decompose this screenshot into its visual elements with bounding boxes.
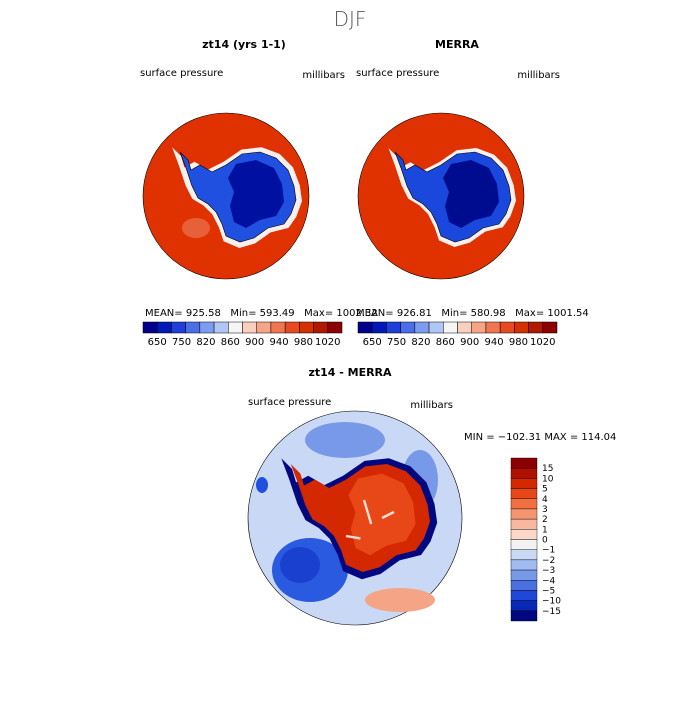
panel-title: zt14 (yrs 1-1) xyxy=(202,38,286,51)
colorbar-box xyxy=(414,321,430,334)
colorbar-label: 0 xyxy=(542,536,548,546)
colorbar-label: 940 xyxy=(485,337,504,348)
colorbar-box xyxy=(510,539,538,550)
colorbar-label: 3 xyxy=(542,505,548,515)
colorbar-box xyxy=(386,321,401,334)
panel-left-label: surface pressure xyxy=(356,68,439,79)
colorbar-label: 750 xyxy=(172,337,191,348)
colorbar-label: 900 xyxy=(460,337,479,348)
colorbar-box xyxy=(142,321,158,334)
colorbar-box xyxy=(510,580,538,591)
colorbar-label: −3 xyxy=(542,566,555,576)
colorbar-label: −5 xyxy=(542,586,555,596)
colorbar-box xyxy=(528,321,544,334)
colorbar-label: 940 xyxy=(270,337,289,348)
colorbar-box xyxy=(171,321,186,334)
colorbar-label: 5 xyxy=(542,485,548,495)
colorbar-box xyxy=(327,321,343,334)
colorbar-box xyxy=(228,321,243,334)
colorbar-label: −1 xyxy=(542,546,555,556)
colorbar-box xyxy=(313,321,329,334)
figure-title: DJF xyxy=(334,7,367,31)
colorbar-label: 650 xyxy=(148,337,167,348)
colorbar-label: 15 xyxy=(542,464,553,474)
panel-right-label: millibars xyxy=(517,70,560,81)
colorbar-label: 860 xyxy=(436,337,455,348)
panel-stats: MIN = −102.31 MAX = 114.04 xyxy=(464,432,616,443)
colorbar-box xyxy=(156,321,172,334)
map xyxy=(357,112,525,280)
colorbar-label: −2 xyxy=(542,556,555,566)
colorbar-box xyxy=(510,478,538,489)
colorbar-box xyxy=(428,321,444,334)
colorbar-box xyxy=(242,321,257,334)
colorbar-label: 1020 xyxy=(530,337,555,348)
colorbar-box xyxy=(510,467,538,479)
colorbar-box xyxy=(510,600,538,612)
colorbar-box xyxy=(542,321,558,334)
colorbar-box xyxy=(510,590,538,601)
colorbar-box xyxy=(485,321,501,334)
colorbar-box xyxy=(471,321,487,334)
colorbar-box xyxy=(510,508,538,520)
colorbar-label: −10 xyxy=(542,597,561,607)
colorbar-label: 980 xyxy=(509,337,528,348)
colorbar-label: 10 xyxy=(542,474,554,484)
panel-left-label: surface pressure xyxy=(248,397,331,408)
colorbar: 650 750 820 860 900 940 980 1020 650 750 820 860 900… xyxy=(142,321,558,348)
colorbar-box xyxy=(371,321,387,334)
colorbar-box xyxy=(357,321,373,334)
colorbar-label: 2 xyxy=(542,515,548,525)
colorbar-box xyxy=(457,321,472,334)
colorbar-label: 1020 xyxy=(315,337,340,348)
colorbar-box xyxy=(510,529,538,540)
colorbar-label: 750 xyxy=(387,337,406,348)
panel-right-label: millibars xyxy=(302,70,345,81)
colorbar-label: 4 xyxy=(542,495,548,505)
colorbar-box xyxy=(510,457,538,469)
colorbar-box xyxy=(443,321,458,334)
colorbar-label: −4 xyxy=(542,576,556,586)
map xyxy=(142,112,310,280)
colorbar-label: 1 xyxy=(542,525,548,535)
colorbar-box xyxy=(510,488,538,499)
panel-stats: MEAN= 926.81 Min= 580.98 Max= 1001.54 xyxy=(356,308,589,319)
colorbar-box xyxy=(510,498,538,510)
colorbar-box xyxy=(199,321,215,334)
panel-stats: MEAN= 925.58 Min= 593.49 Max= 1002.32 xyxy=(145,308,378,319)
colorbar-label: 820 xyxy=(196,337,215,348)
colorbar-box xyxy=(256,321,272,334)
colorbar-box xyxy=(213,321,229,334)
colorbar-label: 820 xyxy=(411,337,430,348)
colorbar-label: −15 xyxy=(542,607,561,617)
colorbar-box xyxy=(270,321,286,334)
colorbar-box xyxy=(400,321,416,334)
colorbar-box xyxy=(510,518,538,530)
panel-title: MERRA xyxy=(435,38,479,51)
colorbar-label: 980 xyxy=(294,337,313,348)
colorbar-box xyxy=(499,321,515,334)
colorbar-box xyxy=(299,321,314,334)
panel-title: zt14 - MERRA xyxy=(308,366,392,379)
map xyxy=(247,410,463,626)
colorbar-label: 650 xyxy=(363,337,382,348)
colorbar-box xyxy=(510,549,538,561)
colorbar-box xyxy=(185,321,201,334)
colorbar-box xyxy=(510,610,538,622)
colorbar-box xyxy=(510,569,538,581)
panel-left-label: surface pressure xyxy=(140,68,223,79)
colorbar-box xyxy=(510,559,538,571)
panel-right-label: millibars xyxy=(410,400,453,411)
colorbar-label: 900 xyxy=(245,337,264,348)
colorbar-label: 860 xyxy=(221,337,240,348)
colorbar-box xyxy=(284,321,300,334)
colorbar-box xyxy=(514,321,529,334)
